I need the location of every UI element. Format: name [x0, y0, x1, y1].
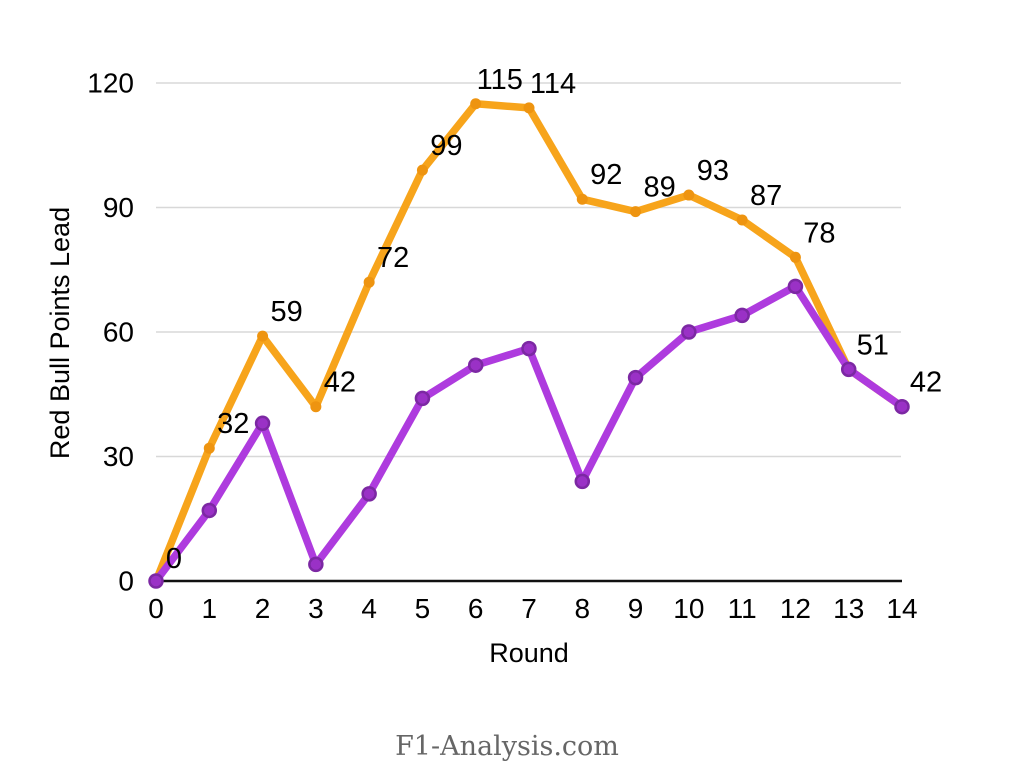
orange-series-point: [683, 189, 695, 201]
x-tick-label: 13: [833, 593, 864, 624]
orange-series-data-label: 115: [477, 64, 523, 96]
orange-series-data-label: 51: [857, 329, 889, 361]
orange-series-data-label: 59: [270, 296, 302, 328]
purple-series-point: [574, 473, 591, 490]
x-axis-title: Round: [489, 638, 569, 668]
y-tick-label: 30: [103, 441, 134, 472]
purple-series-point: [840, 361, 857, 378]
purple-series-line: [152, 282, 906, 585]
y-tick-label: 0: [118, 566, 134, 597]
orange-series-point: [470, 98, 482, 110]
purple-series-point: [787, 278, 804, 295]
orange-series-point: [257, 330, 269, 342]
orange-series-data-label: 32: [217, 408, 249, 440]
orange-series-point: [789, 251, 801, 263]
purple-series-point: [894, 398, 910, 415]
purple-series-point: [361, 486, 377, 502]
orange-series-data-label: 93: [697, 155, 729, 187]
x-tick-label: 1: [201, 593, 217, 624]
x-tick-label: 4: [361, 593, 377, 624]
orange-series-data-label: 72: [377, 242, 409, 274]
orange-series-point: [576, 193, 588, 205]
orange-series-data-label: 92: [590, 159, 622, 191]
orange-series-point: [736, 214, 748, 226]
purple-series-point: [308, 556, 324, 573]
x-tick-label: 9: [628, 593, 644, 624]
orange-series-data-label: 99: [430, 130, 462, 162]
y-axis-title: Red Bull Points Lead: [45, 207, 75, 459]
purple-series-point: [627, 369, 644, 386]
x-tick-label: 14: [886, 593, 917, 624]
orange-series-point: [310, 401, 322, 413]
purple-series-point: [414, 390, 431, 407]
orange-series-data-label: 89: [643, 172, 675, 204]
purple-series-point: [148, 573, 164, 589]
purple-series-point: [254, 415, 271, 432]
y-tick-label: 60: [103, 317, 134, 348]
footer-watermark: F1-Analysis.com: [395, 731, 619, 762]
series-layer: [148, 98, 910, 589]
orange-series-data-label: 0: [166, 543, 182, 575]
orange-series-data-label: 78: [803, 217, 835, 249]
purple-series-point: [521, 340, 537, 357]
x-tick-label: 6: [468, 593, 484, 624]
orange-series-data-label: 87: [750, 180, 782, 212]
y-tick-label: 90: [103, 192, 134, 223]
orange-series-point: [416, 164, 428, 176]
purple-series-point: [734, 307, 750, 324]
orange-series-point: [630, 206, 642, 218]
x-tick-label: 8: [574, 593, 590, 624]
data-label-layer: 0 32 59 42 72 99 115 114 92 89 93 87 78 51 42: [166, 64, 942, 575]
x-tick-label: 11: [728, 593, 757, 624]
orange-series-point: [523, 102, 535, 114]
orange-series-point: [363, 276, 375, 288]
y-tick-label: 120: [87, 68, 134, 99]
x-tick-label: 0: [148, 593, 164, 624]
gridlines: [156, 82, 901, 458]
x-tick-label: 10: [673, 593, 704, 624]
purple-series-point: [201, 502, 218, 519]
x-tick-label: 3: [308, 593, 324, 624]
orange-series-data-label: 42: [910, 367, 942, 399]
x-tick-label: 5: [415, 593, 431, 624]
orange-series-data-label: 114: [530, 68, 576, 100]
x-tick-label: 2: [255, 593, 271, 624]
purple-series-point: [467, 357, 484, 373]
x-tick-label: 7: [521, 593, 537, 624]
orange-series-point: [203, 442, 215, 454]
orange-series-data-label: 42: [324, 367, 356, 399]
purple-series-point: [681, 324, 697, 340]
x-tick-label: 12: [780, 593, 811, 624]
